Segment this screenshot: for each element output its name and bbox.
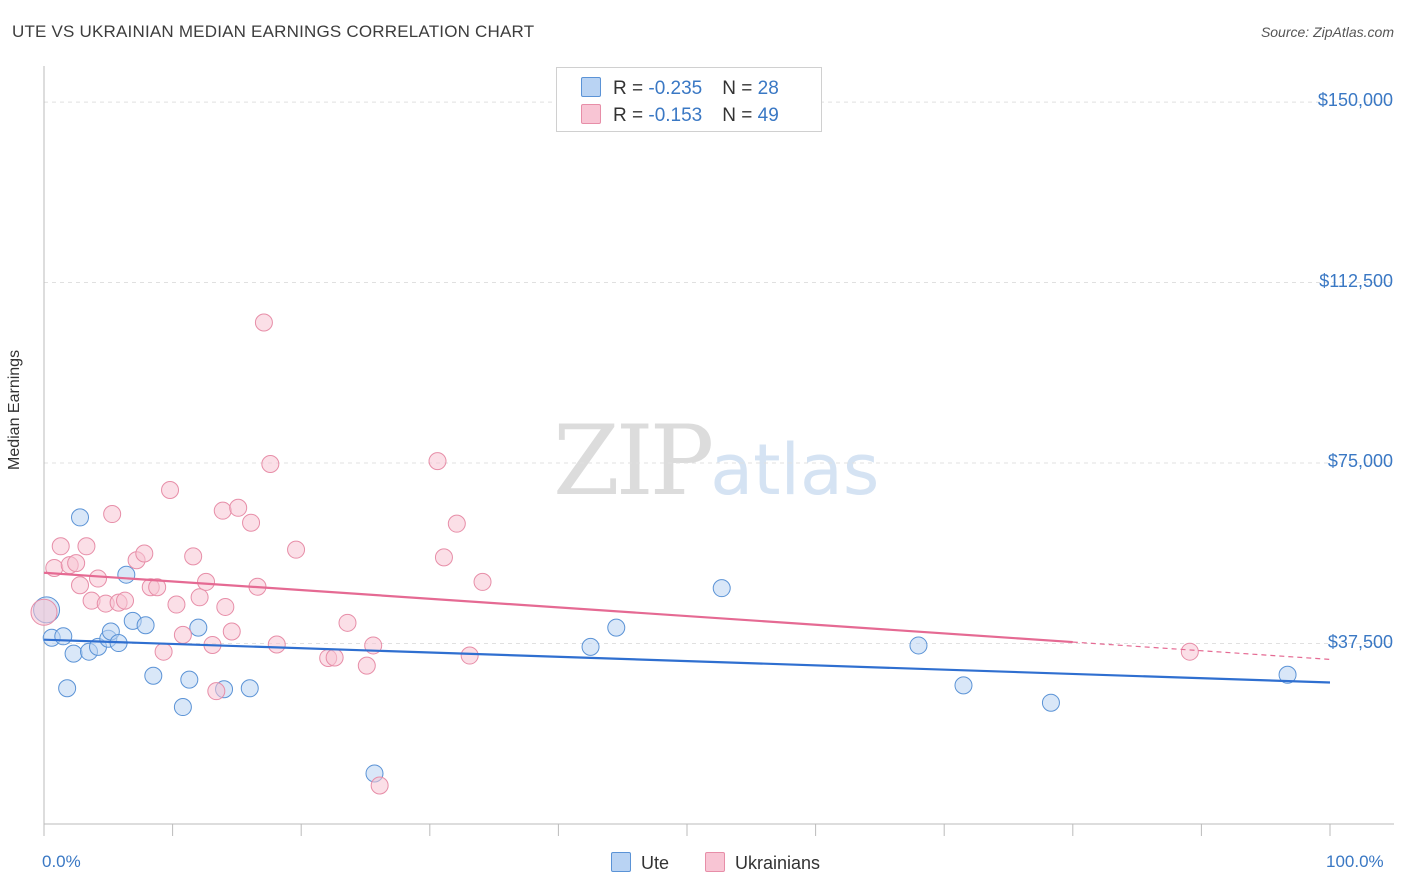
legend-swatch-ukrainians	[581, 104, 601, 124]
ukr-point-21	[184, 547, 203, 566]
ukr-point-4	[67, 554, 86, 573]
ute-point-19	[240, 679, 259, 698]
ukr-point-27	[216, 597, 235, 616]
series-legend-ute: Ute	[611, 852, 669, 874]
series-legend-label-ute: Ute	[641, 853, 670, 873]
ukr-point-12	[116, 591, 135, 610]
chart-title: UTE VS UKRAINIAN MEDIAN EARNINGS CORRELA…	[12, 22, 535, 41]
ute-point-13	[136, 616, 155, 635]
ukr-trend-line	[43, 571, 1073, 644]
ute-point-2	[54, 627, 73, 646]
ukr-point-45	[460, 646, 479, 665]
ukr-point-38	[338, 613, 357, 632]
legend-r-value: -0.235	[648, 78, 703, 99]
ute-point-24	[909, 636, 928, 655]
ukr-point-18	[161, 480, 180, 499]
ute-point-11	[117, 565, 136, 584]
ukr-point-46	[473, 572, 492, 591]
legend-n-label: N =	[722, 78, 758, 99]
y-tick-label-3: $150,000	[1317, 90, 1393, 111]
y-tick-label-1: $75,000	[1327, 451, 1393, 472]
legend-r-label: R =	[613, 105, 649, 126]
ukr-trend-extension	[1072, 641, 1331, 660]
ute-point-17	[189, 618, 208, 637]
ute-point-27	[1278, 665, 1297, 684]
ukr-point-44	[447, 514, 466, 533]
series-legend-swatch-ukrainians	[705, 852, 725, 872]
ukr-point-16	[148, 578, 167, 597]
series-legend-ukrainians: Ukrainians	[705, 852, 820, 874]
watermark-zip: ZIP	[553, 405, 714, 517]
legend-n-value: 49	[757, 105, 779, 126]
ute-trend-line	[43, 638, 1331, 684]
ute-point-21	[581, 637, 600, 656]
ukr-point-42	[428, 452, 447, 471]
x-tick-label-min: 0.0%	[42, 852, 81, 871]
ukr-point-14	[135, 544, 154, 563]
watermark-atlas: atlas	[710, 429, 880, 511]
ukr-point-22	[190, 588, 209, 607]
series-legend-swatch-ute	[611, 852, 631, 872]
ukr-point-32	[254, 313, 273, 332]
ute-point-5	[71, 508, 90, 527]
legend-row-ukrainians: R = -0.153 N = 49	[581, 104, 779, 127]
ukr-point-17	[154, 642, 173, 661]
ute-point-25	[954, 676, 973, 695]
ukr-point-20	[173, 625, 192, 644]
ukr-point-26	[213, 501, 232, 520]
legend-r-value: -0.153	[648, 105, 703, 126]
ukr-point-34	[267, 635, 286, 654]
ukr-point-19	[167, 595, 186, 614]
y-tick-label-2: $112,500	[1319, 270, 1393, 291]
ukr-point-30	[242, 513, 261, 532]
ute-point-3	[58, 679, 77, 698]
ute-point-15	[173, 698, 192, 717]
ute-point-4	[64, 644, 83, 663]
y-axis-label: Median Earnings	[6, 349, 23, 470]
ukr-point-23	[197, 572, 216, 591]
ukr-point-8	[89, 569, 108, 588]
y-tick-label-0: $37,500	[1327, 631, 1393, 652]
ukr-point-41	[370, 776, 389, 795]
ute-point-26	[1041, 693, 1060, 712]
ukr-point-39	[357, 656, 376, 675]
legend-row-ute: R = -0.235 N = 28	[581, 77, 779, 100]
x-tick-label-max: 100.0%	[1326, 852, 1384, 871]
ute-point-16	[180, 670, 199, 689]
ukr-point-10	[103, 505, 122, 524]
ukr-point-33	[261, 454, 280, 473]
ukr-point-29	[229, 498, 248, 517]
correlation-legend: R = -0.235 N = 28 R = -0.153 N = 49	[556, 67, 822, 132]
source-note: Source: ZipAtlas.com	[1260, 24, 1394, 40]
legend-swatch-ute	[581, 77, 601, 97]
ute-point-14	[144, 666, 163, 685]
ukr-point-6	[77, 537, 96, 556]
ukr-point-28	[222, 622, 241, 641]
ute-point-22	[607, 618, 626, 637]
legend-n-value: 28	[757, 78, 779, 99]
ukr-point-37	[325, 648, 344, 667]
ukr-point-35	[287, 540, 306, 559]
series-legend-label-ukrainians: Ukrainians	[735, 853, 821, 873]
ukr-point-5	[71, 576, 90, 595]
ukr-point-43	[434, 548, 453, 567]
legend-r-label: R =	[613, 78, 649, 99]
ukr-point-2	[51, 537, 70, 556]
ukr-point-25	[207, 682, 226, 701]
ukr-point-47	[1180, 642, 1199, 661]
legend-n-label: N =	[722, 105, 758, 126]
ute-point-23	[712, 579, 731, 598]
watermark: ZIPatlas	[553, 405, 879, 517]
ukr-point-0	[30, 598, 58, 626]
